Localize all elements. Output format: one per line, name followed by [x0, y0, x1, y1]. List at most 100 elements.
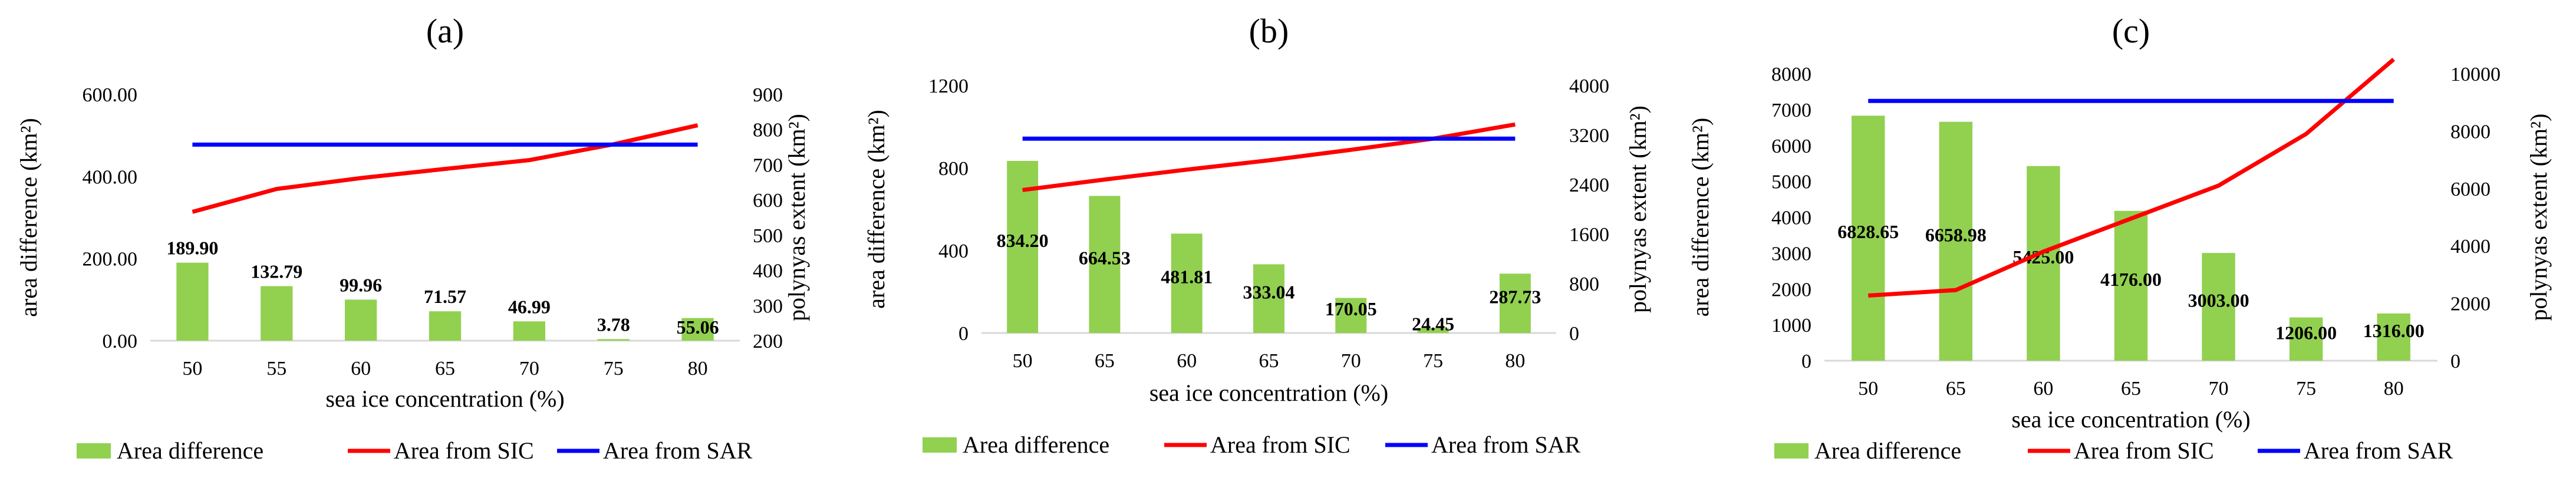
y-left-tick-label: 200.00 — [83, 249, 138, 271]
area-difference-data-label: 333.04 — [1243, 282, 1295, 303]
area-difference-data-label: 481.81 — [1161, 266, 1213, 288]
area-difference-bar — [681, 318, 714, 341]
chart-panel-2: (b) 0 400 800 1200 0 800 1600 2400 3200 4000 50 65 60… — [863, 12, 1651, 458]
x-tick-label: 75 — [604, 358, 624, 380]
area-difference-data-label: 3003.00 — [2188, 290, 2249, 311]
area-difference-data-label: 132.79 — [251, 261, 302, 282]
legend-label-area-from-sic: Area from SIC — [1210, 431, 1350, 458]
legend-swatch-area-difference — [1774, 443, 1809, 459]
y-left-axis-label: area difference (km²) — [863, 110, 890, 309]
x-tick-label: 80 — [1505, 350, 1525, 372]
y-left-tick-label: 0.00 — [103, 331, 138, 352]
area-difference-data-label: 834.20 — [997, 230, 1049, 251]
x-tick-label: 50 — [182, 358, 202, 380]
area-difference-bar — [1253, 264, 1284, 333]
x-axis-label: sea ice concentration (%) — [2011, 406, 2250, 433]
legend: Area difference Area from SIC Area from SA… — [923, 431, 1581, 458]
legend-label-area-from-sar: Area from SAR — [1431, 431, 1581, 458]
y-right-tick-label: 6000 — [2450, 179, 2491, 200]
y-left-tick-label: 800 — [938, 158, 969, 180]
legend-swatch-area-difference — [77, 443, 111, 459]
area-difference-bar — [1089, 196, 1121, 333]
y-right-tick-label: 0 — [1569, 323, 1579, 345]
x-tick-label: 60 — [1177, 350, 1197, 372]
area-difference-bar — [1417, 328, 1449, 333]
x-tick-label: 55 — [266, 358, 286, 380]
y-left-tick-label: 1200 — [928, 75, 969, 97]
x-tick-label: 70 — [1341, 350, 1361, 372]
area-difference-bar — [1852, 116, 1885, 361]
y-right-axis-label: polynyas extent (km²) — [783, 114, 810, 321]
x-tick-label: 80 — [2384, 378, 2404, 400]
area-difference-data-label: 3.78 — [597, 314, 630, 335]
y-left-axis-label: area difference (km²) — [1687, 118, 1714, 317]
area-difference-data-label: 24.45 — [1412, 314, 1454, 335]
x-tick-label: 60 — [2033, 378, 2053, 400]
area-difference-data-label: 1206.00 — [2275, 322, 2337, 343]
x-tick-label: 80 — [688, 358, 708, 380]
y-right-axis-label: polynyas extent (km²) — [1625, 105, 1651, 313]
x-tick-label: 75 — [1423, 350, 1443, 372]
area-difference-data-label: 6658.98 — [1925, 224, 1987, 245]
y-right-tick-label: 600 — [753, 190, 783, 212]
y-right-tick-label: 700 — [753, 154, 783, 176]
legend-label-area-difference: Area difference — [963, 431, 1109, 458]
area-difference-bar — [2377, 313, 2410, 361]
y-left-tick-label: 1000 — [1771, 315, 1811, 337]
y-left-tick-label: 7000 — [1771, 100, 1811, 121]
y-left-axis-label: area difference (km²) — [15, 118, 42, 317]
area-difference-data-label: 664.53 — [1079, 248, 1131, 269]
y-right-tick-label: 3200 — [1569, 125, 1609, 147]
x-tick-label: 50 — [1858, 378, 1878, 400]
area-difference-bar — [2027, 166, 2060, 361]
y-right-tick-label: 2400 — [1569, 174, 1609, 196]
y-right-tick-label: 8000 — [2450, 121, 2491, 143]
x-tick-label: 65 — [1095, 350, 1115, 372]
area-from-sic-line — [192, 123, 699, 214]
legend-label-area-from-sar: Area from SAR — [603, 437, 753, 464]
area-difference-bar — [2114, 210, 2148, 361]
area-difference-data-label: 189.90 — [166, 238, 218, 259]
x-tick-label: 70 — [519, 358, 539, 380]
y-right-tick-label: 500 — [753, 225, 783, 247]
area-from-sic-line — [1022, 122, 1516, 192]
x-tick-label: 75 — [2296, 378, 2316, 400]
area-difference-data-label: 55.06 — [677, 316, 719, 338]
area-difference-data-label: 71.57 — [424, 286, 466, 307]
y-left-tick-label: 5000 — [1771, 172, 1811, 193]
y-right-tick-label: 800 — [1569, 273, 1599, 295]
area-difference-data-label: 46.99 — [508, 296, 551, 317]
area-difference-bar — [1335, 298, 1367, 333]
area-difference-data-label: 170.05 — [1325, 298, 1377, 319]
area-difference-bar — [176, 262, 209, 341]
y-right-tick-label: 10000 — [2450, 64, 2501, 85]
x-axis-label: sea ice concentration (%) — [1149, 380, 1388, 406]
y-left-tick-label: 8000 — [1771, 64, 1811, 85]
y-right-tick-label: 2000 — [2450, 294, 2491, 315]
y-right-tick-label: 4000 — [2450, 236, 2491, 258]
legend-label-area-difference: Area difference — [1814, 437, 1961, 464]
panel-title: (a) — [426, 12, 464, 50]
legend-label-area-from-sic: Area from SIC — [394, 437, 534, 464]
panel-title: (c) — [2112, 12, 2150, 50]
area-difference-bar — [1499, 273, 1531, 333]
y-left-tick-label: 600.00 — [83, 84, 138, 106]
area-difference-data-label: 99.96 — [340, 274, 382, 295]
legend: Area difference Area from SIC Area from SA… — [1774, 437, 2453, 464]
x-tick-label: 65 — [1946, 378, 1966, 400]
legend: Area difference Area from SIC Area from SA… — [77, 437, 753, 464]
y-left-tick-label: 2000 — [1771, 279, 1811, 301]
y-right-tick-label: 300 — [753, 295, 783, 317]
area-difference-bar — [597, 339, 630, 341]
y-left-tick-label: 6000 — [1771, 136, 1811, 157]
chart-panel-1: (a) 0.00 200.00 400.00 600.00 200 300 400 500 600… — [15, 12, 810, 464]
area-from-sic-line — [1868, 57, 2395, 298]
y-right-tick-label: 1600 — [1569, 224, 1609, 246]
y-left-tick-label: 3000 — [1771, 243, 1811, 265]
x-tick-label: 65 — [2121, 378, 2141, 400]
x-tick-label: 60 — [351, 358, 371, 380]
y-right-tick-label: 0 — [2450, 351, 2460, 372]
area-difference-data-label: 287.73 — [1489, 286, 1541, 308]
area-difference-bar — [513, 321, 545, 341]
